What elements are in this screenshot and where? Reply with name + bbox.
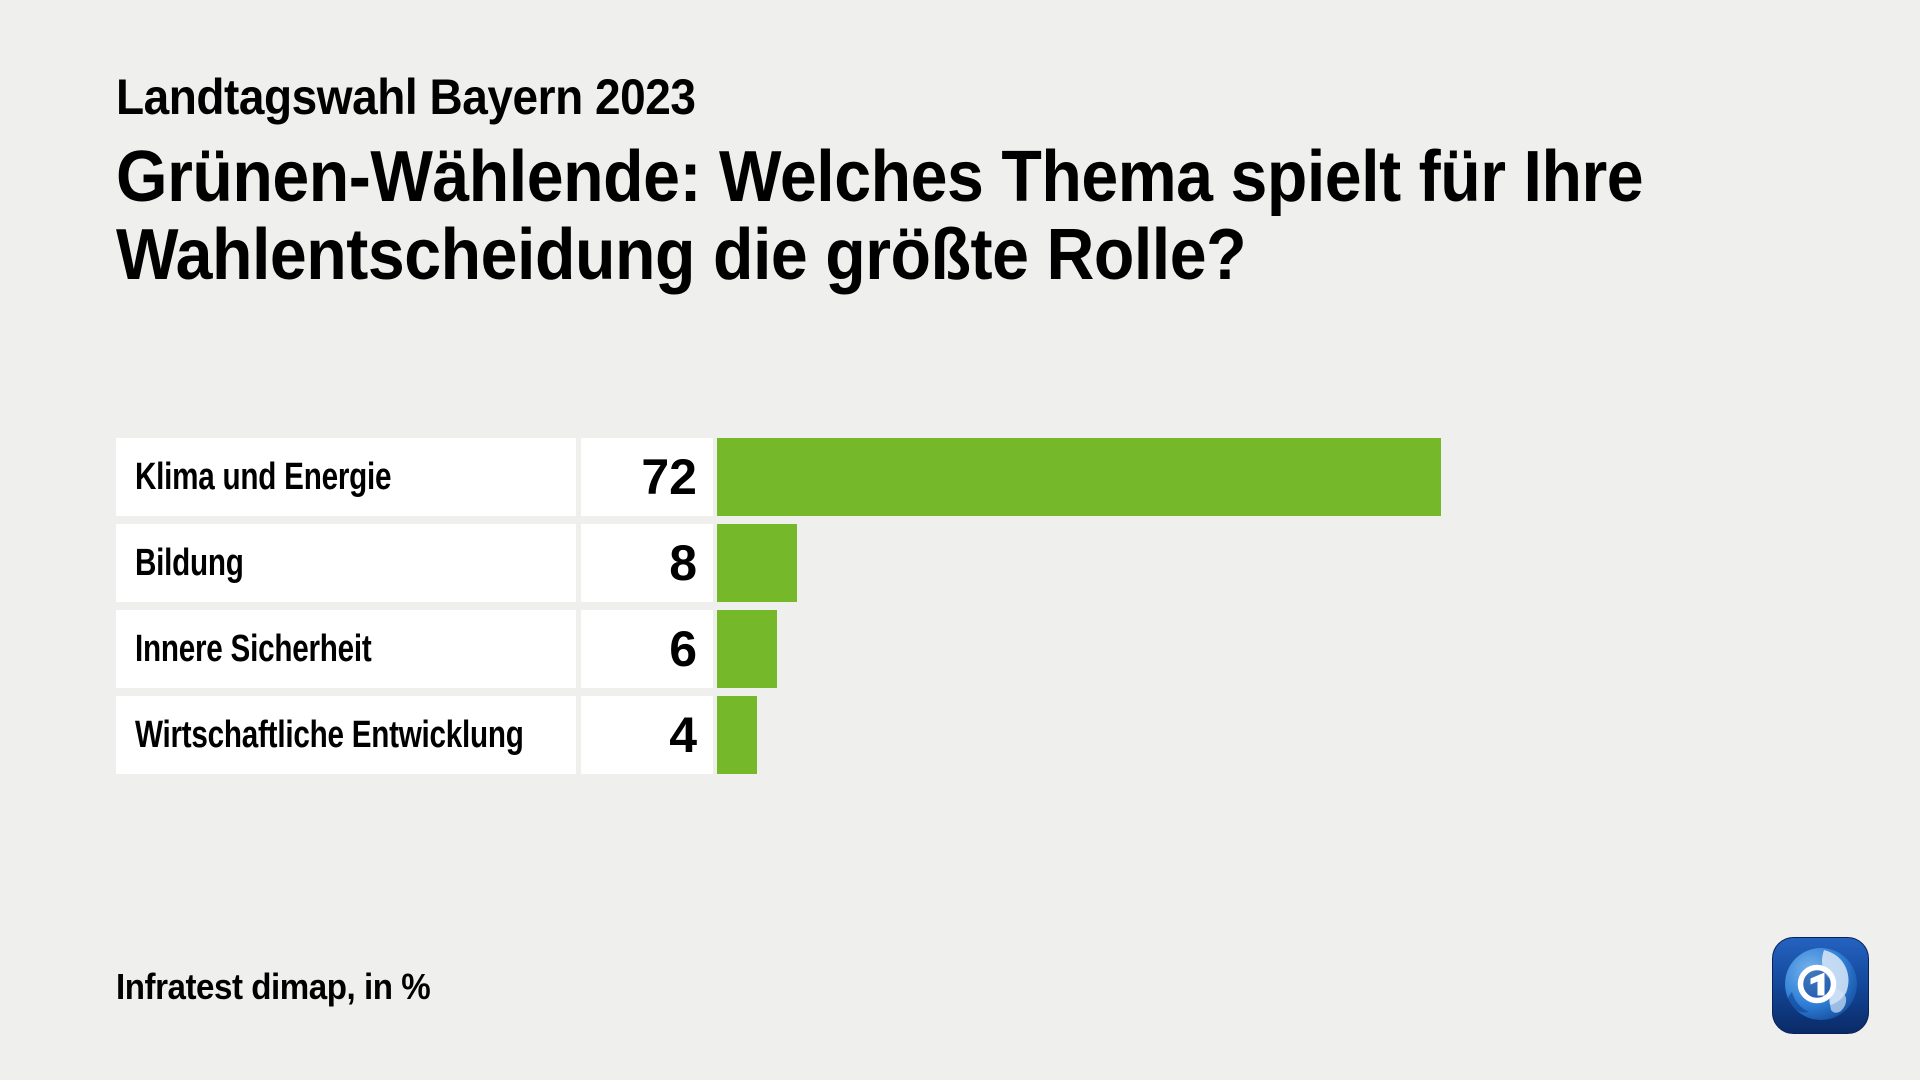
kicker: Landtagswahl Bayern 2023: [116, 70, 746, 125]
value-label: 6: [669, 621, 697, 677]
kicker-text: Landtagswahl Bayern 2023: [116, 69, 696, 125]
source-note: Infratest dimap, in %: [116, 966, 431, 1007]
value-label: 72: [641, 449, 697, 505]
bar: [717, 610, 777, 688]
logo-ring: [1797, 964, 1837, 1004]
category-label: Bildung: [135, 541, 244, 584]
value-label-cell: 4: [581, 696, 713, 774]
category-label: Klima und Energie: [135, 455, 392, 498]
bar-row: Klima und Energie 72: [116, 438, 1816, 516]
category-label-cell: Bildung: [116, 524, 576, 602]
value-label-cell: 6: [581, 610, 713, 688]
bar-chart: Klima und Energie 72 Bildung 8 Innere Si…: [116, 438, 1816, 782]
value-label: 4: [669, 707, 697, 763]
category-label-cell: Innere Sicherheit: [116, 610, 576, 688]
logo-continent-europe: [1822, 950, 1849, 1005]
logo-ocean-shade: [1788, 992, 1809, 1013]
category-label-cell: Wirtschaftliche Entwicklung: [116, 696, 576, 774]
title-line-1: Grünen-Wählende: Welches Thema spielt fü…: [116, 137, 1644, 217]
bar: [717, 696, 757, 774]
bar: [717, 524, 797, 602]
value-label-cell: 72: [581, 438, 713, 516]
bar: [717, 438, 1441, 516]
title-line-2: Wahlentscheidung die größte Rolle?: [116, 215, 1247, 295]
category-label-cell: Klima und Energie: [116, 438, 576, 516]
bar-row: Wirtschaftliche Entwicklung 4: [116, 696, 1816, 774]
bar-row: Innere Sicherheit 6: [116, 610, 1816, 688]
value-label: 8: [669, 535, 697, 591]
logo-digit-one: [1810, 972, 1825, 996]
ard-tagesschau-logo-icon: [1772, 937, 1869, 1034]
category-label: Wirtschaftliche Entwicklung: [135, 713, 524, 756]
page-title: Grünen-Wählende: Welches Thema spielt fü…: [116, 138, 1776, 294]
category-label: Innere Sicherheit: [135, 627, 372, 670]
value-label-cell: 8: [581, 524, 713, 602]
logo-continent-africa: [1830, 989, 1847, 1013]
bar-row: Bildung 8: [116, 524, 1816, 602]
